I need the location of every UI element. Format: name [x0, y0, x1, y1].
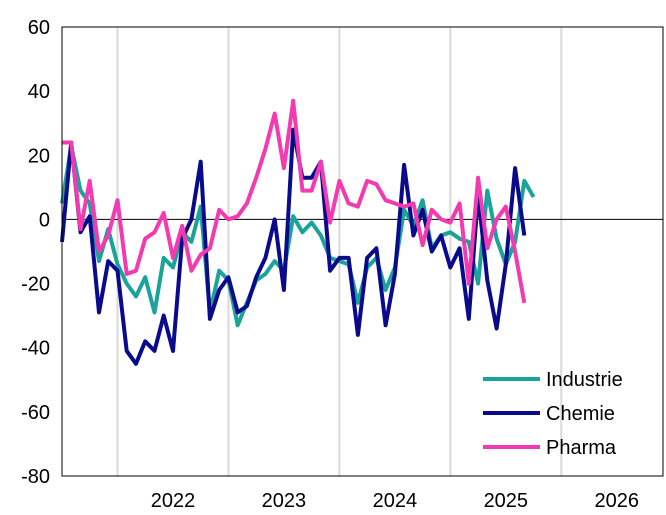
legend: Industrie Chemie Pharma [483, 369, 623, 459]
y-tick-label: 40 [28, 81, 50, 103]
x-tick-label: 2022 [151, 490, 196, 512]
legend-label-chemie: Chemie [546, 403, 615, 425]
series-line-industrie [60, 143, 536, 328]
y-tick-label: 0 [39, 209, 50, 231]
series-line-pharma [62, 98, 527, 304]
legend-label-pharma: Pharma [546, 437, 617, 459]
series-lines [60, 98, 536, 366]
y-tick-label: -20 [21, 274, 50, 296]
x-tick-label: 2025 [484, 490, 529, 512]
y-tick-label: 20 [28, 145, 50, 167]
y-tick-label: -80 [21, 466, 50, 488]
series-line-chemie [60, 127, 527, 366]
x-tick-label: 2024 [373, 490, 418, 512]
y-tick-label: 60 [28, 17, 50, 39]
plot-frame [61, 26, 664, 477]
legend-label-industrie: Industrie [546, 369, 623, 391]
x-tick-label: 2023 [262, 490, 307, 512]
y-tick-label: -60 [21, 402, 50, 424]
y-axis: -80 -60 -40 -20 0 20 40 60 [21, 17, 50, 488]
y-tick-label: -40 [21, 338, 50, 360]
x-axis: 2022 2023 2024 2025 2026 [151, 490, 639, 512]
x-tick-label: 2026 [595, 490, 640, 512]
